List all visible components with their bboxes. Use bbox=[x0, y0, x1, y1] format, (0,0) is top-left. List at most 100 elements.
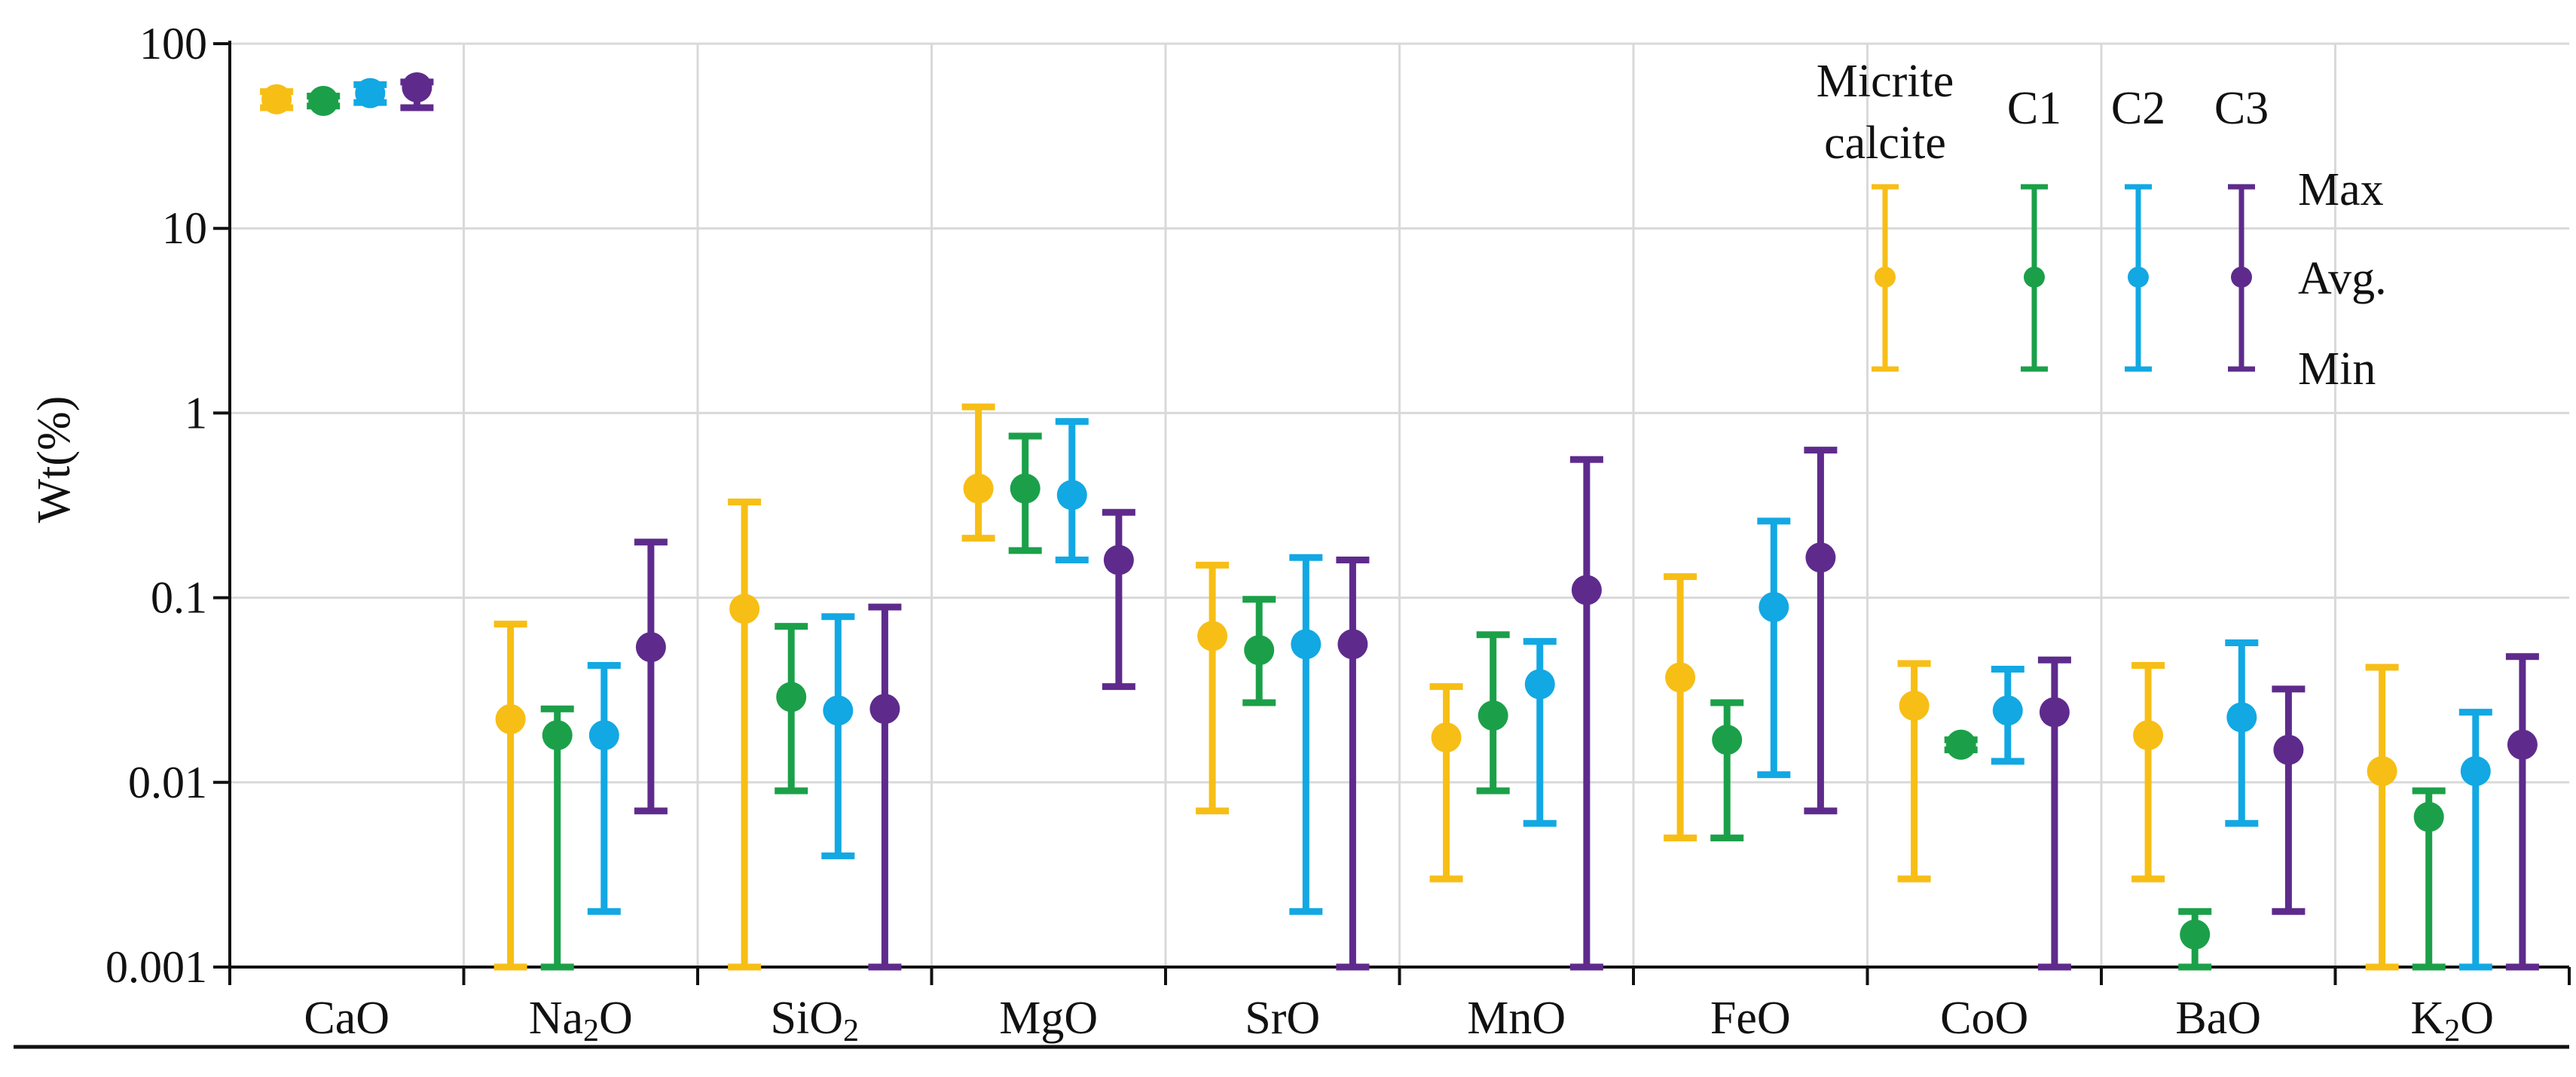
x-axis: CaO Na2O SiO2 MgO SrO MnO FeO CoO BaO K2O bbox=[14, 966, 2571, 1049]
error-bar bbox=[2131, 661, 2165, 883]
avg-point bbox=[1712, 725, 1743, 755]
error-bar bbox=[961, 403, 995, 542]
avg-point bbox=[308, 85, 339, 116]
error-bar bbox=[728, 498, 762, 971]
error-bar bbox=[1664, 573, 1697, 842]
avg-point bbox=[1571, 575, 1602, 606]
avg-point bbox=[2039, 697, 2070, 728]
avg-point bbox=[776, 682, 807, 712]
error-bar bbox=[1710, 699, 1744, 842]
error-bar bbox=[587, 661, 621, 915]
error-bar bbox=[1289, 554, 1323, 915]
error-bar bbox=[821, 613, 855, 859]
error-bar bbox=[2458, 709, 2492, 971]
avg-point bbox=[1056, 480, 1087, 511]
avg-point bbox=[2507, 729, 2538, 760]
avg-point bbox=[2133, 720, 2164, 751]
error-bar bbox=[1991, 666, 2024, 765]
avg-point bbox=[2180, 919, 2211, 950]
error-bar bbox=[260, 84, 294, 114]
x-category-label: SrO bbox=[1245, 993, 1320, 1044]
avg-point bbox=[2367, 755, 2397, 786]
error-bar bbox=[1523, 638, 1557, 827]
avg-point bbox=[1244, 635, 1275, 666]
x-category-label: K2O bbox=[2410, 993, 2494, 1048]
error-bar bbox=[1569, 456, 1603, 971]
avg-point bbox=[635, 632, 666, 663]
avg-point bbox=[729, 593, 760, 624]
legend-avg-point bbox=[2128, 267, 2149, 288]
legend-series-name: C2 bbox=[2111, 83, 2165, 134]
y-tick-label: 0.001 bbox=[105, 942, 207, 992]
error-bar bbox=[1336, 557, 1370, 971]
legend-series-name: calcite bbox=[1824, 117, 1946, 169]
legend-avg-point bbox=[2024, 267, 2045, 288]
avg-point bbox=[1665, 662, 1696, 693]
x-category-label: Na2O bbox=[529, 993, 633, 1048]
avg-point bbox=[1431, 722, 1462, 753]
y-tick-label: 100 bbox=[139, 19, 207, 69]
y-axis-label: Wt(%) bbox=[29, 396, 80, 523]
error-bar bbox=[2178, 908, 2212, 971]
avg-point bbox=[261, 84, 292, 114]
avg-point bbox=[1103, 545, 1134, 575]
error-bar bbox=[2225, 639, 2259, 827]
avg-point bbox=[1524, 669, 1555, 700]
error-bar bbox=[1196, 561, 1230, 815]
error-bar bbox=[2505, 653, 2539, 971]
y-tick-label: 10 bbox=[162, 203, 207, 253]
y-tick-label: 1 bbox=[185, 388, 207, 438]
error-bars bbox=[260, 72, 2539, 971]
avg-point bbox=[588, 720, 619, 751]
error-bar bbox=[634, 538, 668, 815]
error-bar bbox=[1944, 729, 1978, 760]
avg-point bbox=[542, 720, 573, 751]
error-bar bbox=[868, 603, 902, 971]
avg-point bbox=[963, 473, 994, 504]
avg-point bbox=[2273, 734, 2304, 765]
x-category-label: MgO bbox=[999, 993, 1098, 1044]
error-bar bbox=[2412, 787, 2446, 971]
avg-point bbox=[2226, 702, 2257, 733]
avg-point bbox=[1291, 629, 1322, 660]
error-bar bbox=[2272, 685, 2306, 915]
legend-avg-point bbox=[2231, 267, 2252, 288]
legend-series-name: C3 bbox=[2214, 83, 2269, 134]
avg-point bbox=[1759, 592, 1789, 623]
avg-point bbox=[355, 78, 386, 108]
legend-series-name: Micrite bbox=[1817, 56, 1954, 107]
avg-point bbox=[1337, 629, 1368, 660]
error-bar bbox=[2365, 664, 2399, 971]
error-bar bbox=[307, 85, 341, 116]
x-category-label: MnO bbox=[1467, 993, 1566, 1044]
error-bar bbox=[353, 78, 387, 108]
error-bar bbox=[1429, 683, 1463, 883]
x-category-label: CoO bbox=[1940, 993, 2028, 1044]
error-bar bbox=[1055, 418, 1089, 564]
y-axis: 0.001 0.01 0.1 1 10 100 bbox=[105, 19, 231, 992]
x-category-label: CaO bbox=[304, 993, 390, 1044]
y-tick-label: 0.01 bbox=[128, 758, 207, 807]
avg-point bbox=[1899, 691, 1930, 722]
avg-point bbox=[823, 695, 854, 726]
error-bar bbox=[1804, 447, 1838, 815]
avg-point bbox=[1010, 473, 1040, 504]
avg-point bbox=[1477, 700, 1508, 731]
legend-series-name: C1 bbox=[2007, 83, 2061, 134]
error-bar bbox=[775, 623, 808, 795]
error-bar bbox=[540, 705, 574, 971]
error-bar bbox=[400, 72, 434, 111]
legend-stat-label: Max bbox=[2298, 164, 2384, 215]
avg-point bbox=[2413, 801, 2444, 832]
x-category-label: FeO bbox=[1710, 993, 1791, 1044]
avg-point bbox=[495, 703, 526, 734]
error-bar bbox=[1476, 631, 1510, 795]
legend: Micrite calcite C1 C2 C3 Max Avg. Min bbox=[1817, 56, 2387, 395]
x-category-label: BaO bbox=[2175, 993, 2261, 1044]
error-bar bbox=[1897, 660, 1931, 883]
error-bar bbox=[1008, 432, 1042, 554]
legend-avg-point bbox=[1875, 267, 1896, 288]
avg-point bbox=[1945, 729, 1976, 760]
grid bbox=[230, 42, 2569, 967]
